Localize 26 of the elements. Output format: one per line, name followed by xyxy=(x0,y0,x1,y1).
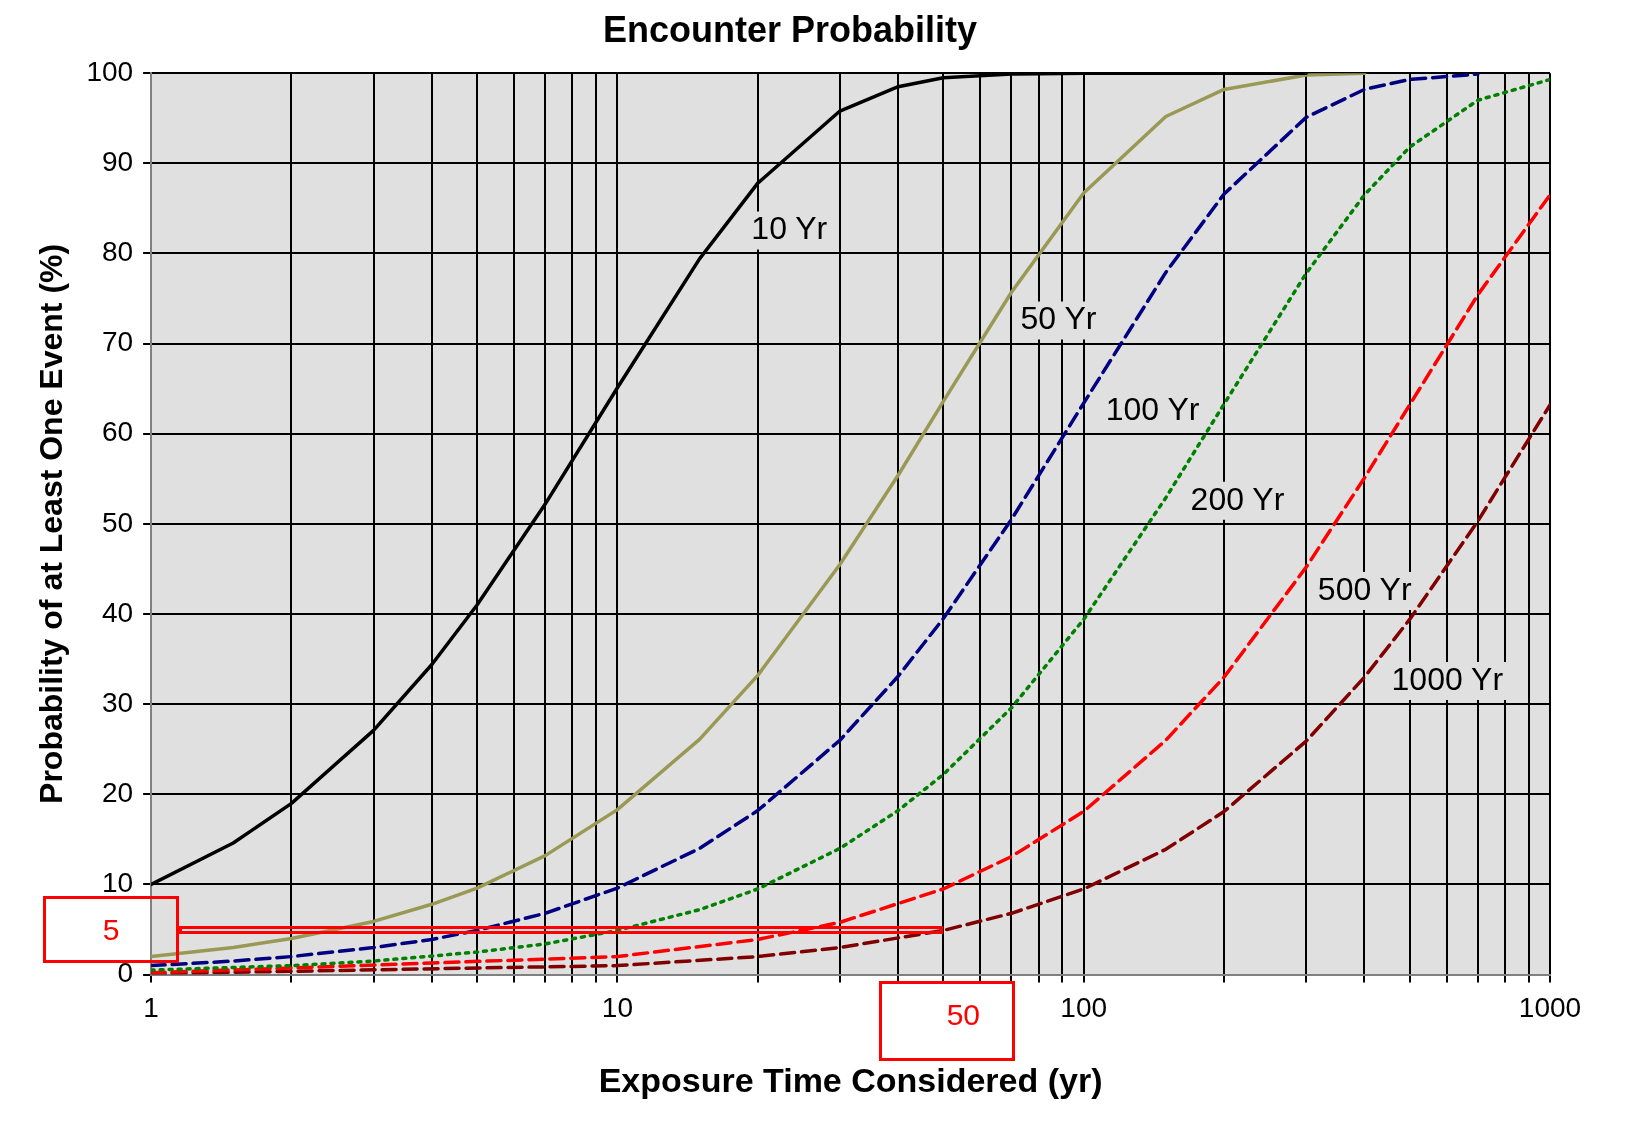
series-label: 200 Yr xyxy=(1190,480,1285,517)
y-tick-label: 40 xyxy=(101,596,134,628)
text: 5 xyxy=(102,912,120,946)
y-tick-label: 90 xyxy=(101,146,134,178)
y-axis-title: Probability of at Least One Event (%) xyxy=(33,243,70,804)
x-tick-label: 10 xyxy=(601,992,633,1024)
y-tick-label: 0 xyxy=(117,957,134,989)
text: 50 xyxy=(946,997,981,1031)
y-tick-label: 10 xyxy=(101,867,134,899)
series-label: 1000 Yr xyxy=(1391,660,1504,697)
y-tick-label: 30 xyxy=(101,686,134,718)
series-label: 50 Yr xyxy=(1020,300,1097,337)
series-label: 100 Yr xyxy=(1105,390,1200,427)
y-tick-label: 100 xyxy=(86,55,134,87)
y-tick-label: 20 xyxy=(101,777,134,809)
x-tick-label: 100 xyxy=(1060,992,1108,1024)
x-tick-label: 1 xyxy=(143,992,159,1024)
series-label: 500 Yr xyxy=(1317,570,1412,607)
y-tick-label: 60 xyxy=(101,416,134,448)
y-tick-label: 80 xyxy=(101,236,134,268)
chart-title: Encounter Probability xyxy=(602,8,978,50)
y-tick-label: 70 xyxy=(101,326,134,358)
x-tick-label: 1000 xyxy=(1518,992,1582,1024)
y-tick-label: 50 xyxy=(101,506,134,538)
series-label: 10 Yr xyxy=(751,210,828,247)
x-axis-title: Exposure Time Considered (yr) xyxy=(598,1060,1103,1099)
